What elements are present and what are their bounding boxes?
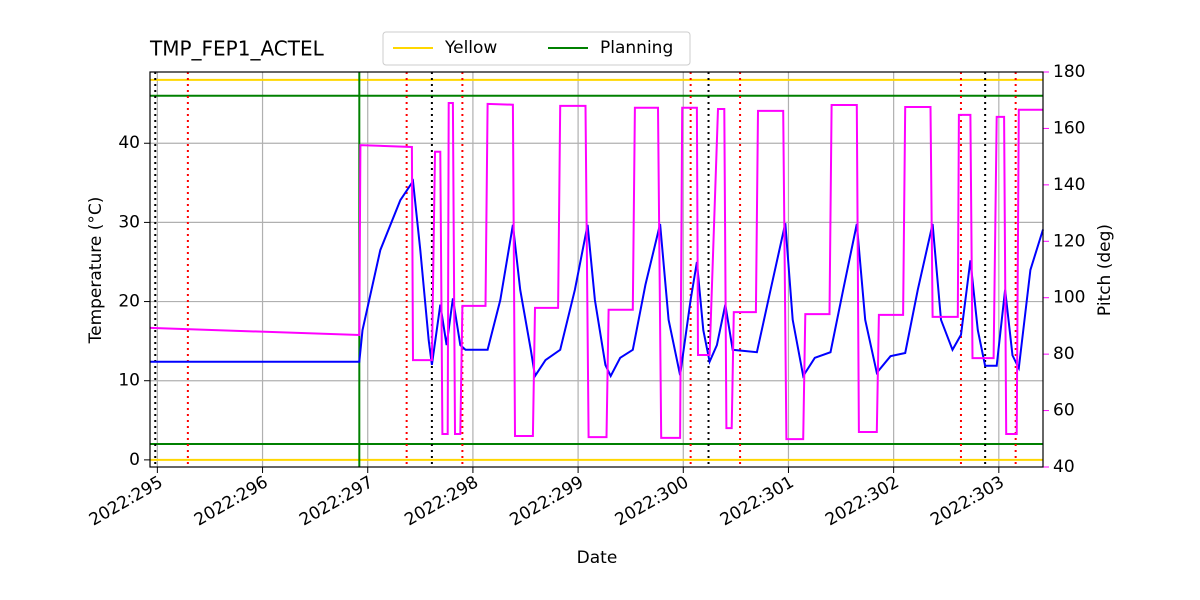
y2-tick-label: 160 xyxy=(1053,118,1085,138)
y2-tick-label: 80 xyxy=(1053,344,1075,364)
x-tick-label: 2022:298 xyxy=(401,472,482,530)
x-tick-label: 2022:302 xyxy=(822,472,903,530)
y-tick-label: 40 xyxy=(118,133,140,153)
x-tick-label: 2022:300 xyxy=(612,472,693,530)
series-line xyxy=(150,178,1044,379)
y2-tick-label: 140 xyxy=(1053,175,1085,195)
x-tick-label: 2022:295 xyxy=(86,472,167,530)
y2-tick-label: 100 xyxy=(1053,288,1085,308)
y2-axis-label: Pitch (deg) xyxy=(1095,224,1115,316)
legend-label: Planning xyxy=(600,38,673,58)
x-tick-label: 2022:297 xyxy=(296,472,377,530)
series-line xyxy=(149,102,1043,441)
y2-tick-label: 180 xyxy=(1053,62,1085,82)
x-tick-label: 2022:296 xyxy=(191,472,272,530)
y-tick-label: 10 xyxy=(118,371,140,391)
chart-title: TMP_FEP1_ACTEL xyxy=(149,37,325,61)
y2-tick-label: 40 xyxy=(1053,457,1075,477)
y-tick-label: 0 xyxy=(129,450,140,470)
plot-frame xyxy=(149,71,1044,468)
y2-tick-label: 120 xyxy=(1053,231,1085,251)
x-tick-label: 2022:301 xyxy=(717,472,798,530)
legend-label: Yellow xyxy=(444,38,497,58)
y2-tick-label: 60 xyxy=(1053,401,1075,421)
x-axis-label: Date xyxy=(577,548,618,568)
x-tick-label: 2022:303 xyxy=(927,472,1008,530)
y-tick-label: 30 xyxy=(118,212,140,232)
legend-box xyxy=(382,31,691,66)
x-tick-label: 2022:299 xyxy=(507,472,588,530)
y-axis-label: Temperature (°C) xyxy=(86,197,106,345)
y-tick-label: 20 xyxy=(118,292,140,312)
